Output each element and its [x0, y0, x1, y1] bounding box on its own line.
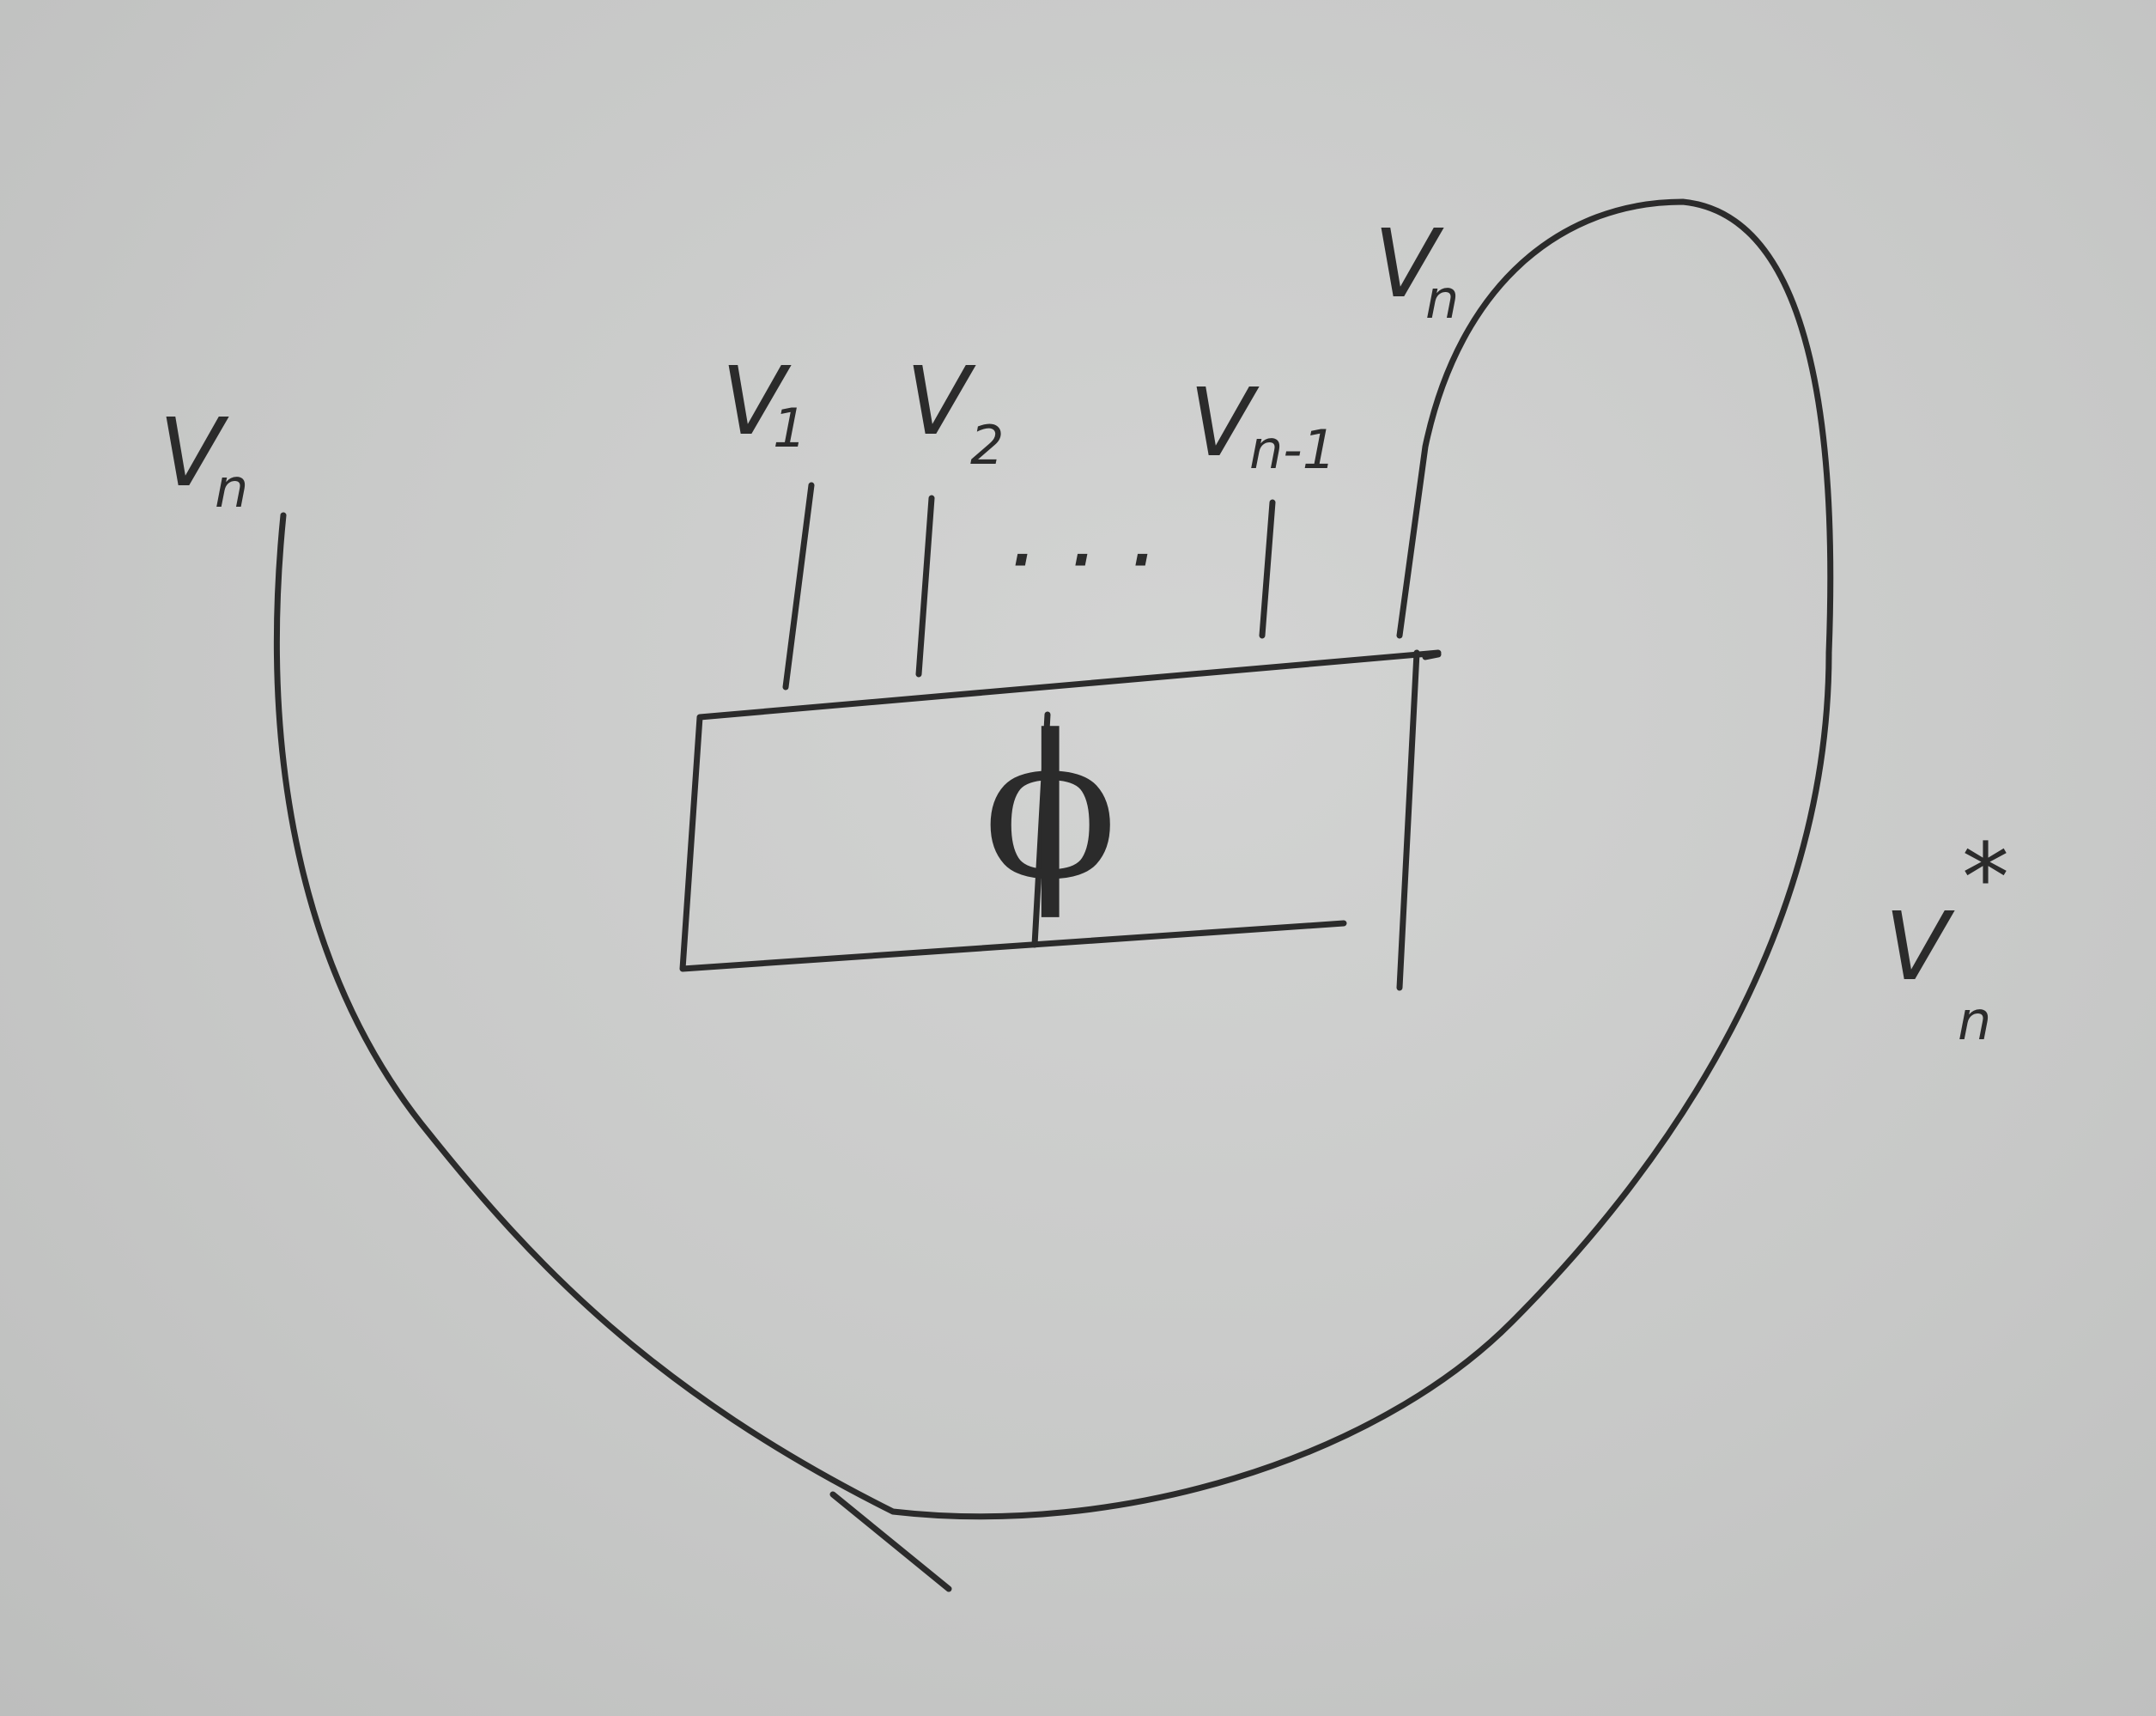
label-left-vn-sub: n	[215, 457, 248, 520]
label-loop-vn-base: V	[1374, 209, 1444, 319]
loop-tail	[829, 1491, 952, 1592]
label-v1-base: V	[721, 346, 792, 456]
label-v2-base: V	[906, 346, 976, 456]
strand-vn-through-box	[1396, 649, 1420, 991]
label-v2-sub: 2	[970, 414, 1004, 477]
label-v2: V 2	[906, 346, 1004, 477]
label-loop-vn-sub: n	[1425, 268, 1459, 331]
phi-output-strand	[1031, 711, 1051, 948]
label-v1-sub: 1	[773, 397, 806, 459]
strand-vn-minus-1	[1259, 499, 1276, 639]
ellipsis: · · ·	[1005, 505, 1155, 615]
label-left-vn: V n	[159, 398, 248, 520]
label-vn-minus-1-sub: n-1	[1249, 418, 1336, 481]
label-vn-minus-1: V n-1	[1189, 368, 1336, 481]
label-vn-dual-sub: n	[1958, 989, 1991, 1052]
label-left-vn-base: V	[159, 398, 229, 508]
label-v1: V 1	[721, 346, 806, 459]
strand-v2	[915, 495, 935, 678]
phi-label: ϕ	[983, 694, 1118, 923]
label-vn-dual-base: V	[1885, 891, 1955, 1001]
phi-box-right-edge	[1422, 651, 1442, 660]
strand-v1	[782, 482, 815, 691]
label-vn-dual-sup: *	[1962, 823, 2009, 933]
phi-box	[679, 649, 1442, 972]
label-vn-minus-1-base: V	[1189, 368, 1260, 478]
label-loop-vn: V n	[1374, 209, 1459, 331]
label-vn-dual: V n *	[1885, 823, 2009, 1052]
trace-loop	[273, 198, 1834, 1520]
